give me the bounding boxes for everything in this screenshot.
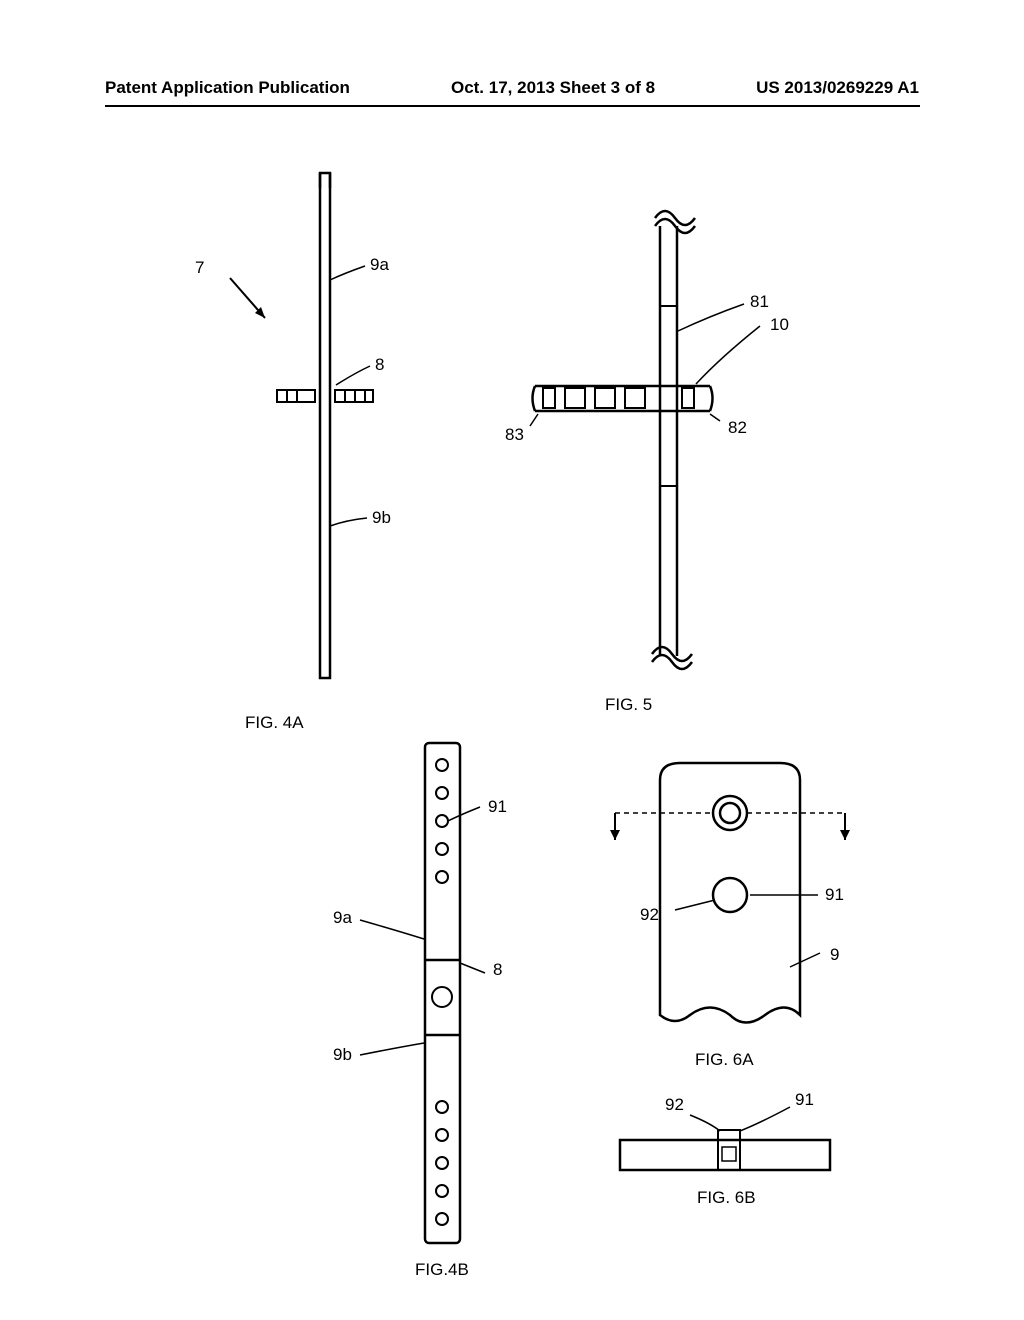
header-rule — [105, 105, 920, 107]
figure-5 — [480, 196, 800, 686]
fig-4a-label: FIG. 4A — [245, 713, 304, 733]
ref-91-6b: 91 — [795, 1090, 814, 1110]
header-left: Patent Application Publication — [105, 78, 350, 98]
fig-6a-label: FIG. 6A — [695, 1050, 754, 1070]
ref-8: 8 — [375, 355, 384, 375]
figure-6b — [600, 1095, 860, 1185]
fig-5-label: FIG. 5 — [605, 695, 652, 715]
page-header: Patent Application Publication Oct. 17, … — [0, 78, 1024, 98]
ref-9b-4b: 9b — [333, 1045, 352, 1065]
header-center: Oct. 17, 2013 Sheet 3 of 8 — [451, 78, 655, 98]
fig-4b-label: FIG.4B — [415, 1260, 469, 1280]
ref-7: 7 — [195, 258, 204, 278]
ref-83: 83 — [505, 425, 524, 445]
ref-82: 82 — [728, 418, 747, 438]
ref-91-6a: 91 — [825, 885, 844, 905]
ref-92-6b: 92 — [665, 1095, 684, 1115]
figure-6a — [590, 755, 870, 1055]
ref-9a: 9a — [370, 255, 389, 275]
figure-4a — [215, 168, 435, 688]
ref-92-6a: 92 — [640, 905, 659, 925]
ref-9a-4b: 9a — [333, 908, 352, 928]
ref-91-4b: 91 — [488, 797, 507, 817]
ref-9-6a: 9 — [830, 945, 839, 965]
header-right: US 2013/0269229 A1 — [756, 78, 919, 98]
fig-6b-label: FIG. 6B — [697, 1188, 756, 1208]
ref-10: 10 — [770, 315, 789, 335]
ref-9b: 9b — [372, 508, 391, 528]
ref-8-4b: 8 — [493, 960, 502, 980]
ref-81: 81 — [750, 292, 769, 312]
